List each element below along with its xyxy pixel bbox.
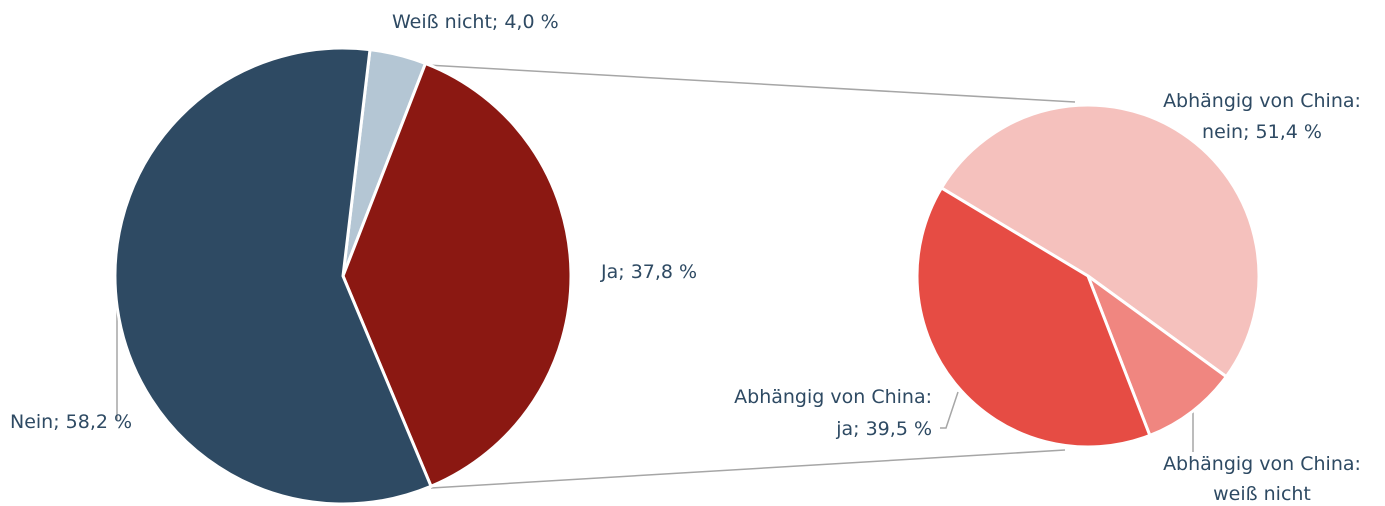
data-label-line: Abhängig von China: bbox=[1163, 453, 1361, 475]
data-label-line: ja; 39,5 % bbox=[835, 418, 932, 440]
data-label: Nein; 58,2 % bbox=[10, 411, 132, 433]
data-label: Weiß nicht; 4,0 % bbox=[392, 11, 559, 33]
data-label-line: nein; 51,4 % bbox=[1202, 121, 1322, 143]
pie-slice bbox=[341, 61, 573, 488]
data-label: Abhängig von China: weiß nicht bbox=[1163, 453, 1361, 505]
slices bbox=[113, 46, 1261, 506]
data-label: Abhängig von China: nein; 51,4 % bbox=[1163, 90, 1361, 143]
data-label: Ja; 37,8 % bbox=[600, 261, 697, 283]
connector-line bbox=[430, 449, 1066, 489]
labels: Weiß nicht; 4,0 % Ja; 37,8 % Nein; 58,2 % A… bbox=[10, 11, 1361, 505]
pie-slice bbox=[939, 103, 1261, 379]
data-label-line: weiß nicht bbox=[1213, 483, 1311, 505]
connector-line bbox=[426, 64, 1076, 103]
leader-line bbox=[940, 391, 959, 429]
data-label-line: Abhängig von China: bbox=[1163, 90, 1361, 112]
data-label-line: Abhängig von China: bbox=[734, 386, 932, 408]
pie-slice bbox=[1086, 274, 1228, 437]
pie-slice bbox=[915, 186, 1152, 449]
data-label: Abhängig von China: ja; 39,5 % bbox=[734, 386, 932, 440]
pie-slice bbox=[113, 46, 433, 506]
